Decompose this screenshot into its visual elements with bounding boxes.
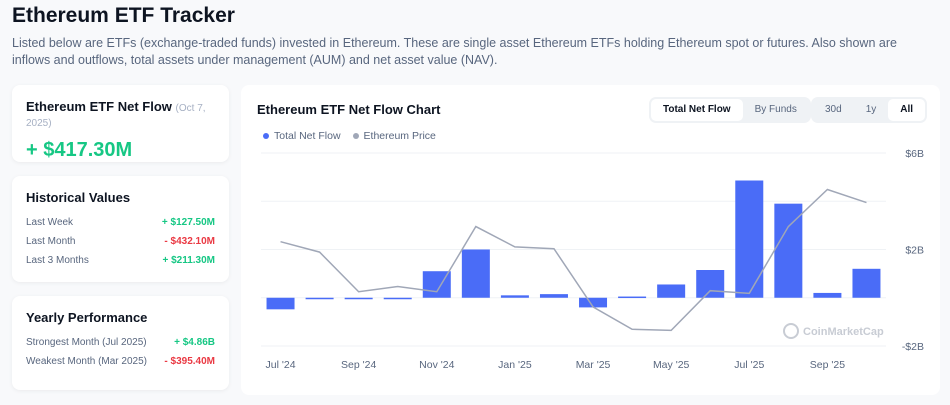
legend-label: Total Net Flow: [274, 130, 341, 142]
yearly-performance-card: Yearly Performance Strongest Month (Jul …: [12, 296, 229, 390]
bar-oct24: [383, 297, 412, 300]
tab-30d[interactable]: 30d: [825, 104, 842, 115]
tab-total-net-flow[interactable]: Total Net Flow: [651, 99, 743, 121]
bar-jun25: [696, 270, 725, 298]
net-flow-chart: $6B $2B -$2B Jul '24 Sep '24 Nov '24 Jan '25 Ma…: [261, 148, 924, 371]
bar-jan25: [500, 295, 529, 298]
y-tick-label: $2B: [905, 245, 924, 257]
bar-sep25: [813, 292, 842, 298]
view-toggle: Total Net Flow By Funds: [649, 97, 811, 123]
x-tick-label: Mar '25: [576, 359, 611, 371]
row-label: Last Month: [26, 236, 76, 247]
bar-dec24: [461, 249, 490, 298]
coinmarketcap-logo-icon: [783, 323, 799, 339]
bar-mar25: [579, 297, 608, 308]
historical-title: Historical Values: [26, 190, 131, 205]
bar-aug25: [774, 203, 803, 298]
yearly-row: Strongest Month (Jul 2025) + $4.86B: [26, 337, 215, 348]
bar-may25: [657, 284, 686, 298]
bar-jul24: [266, 297, 295, 310]
page-description: Listed below are ETFs (exchange-traded f…: [12, 36, 897, 67]
eth-price-line: [280, 188, 867, 332]
x-tick-label: Sep '25: [810, 359, 845, 371]
watermark: CoinMarketCap: [803, 326, 884, 338]
row-value: - $395.40M: [164, 356, 215, 367]
row-value: + $211.30M: [162, 255, 215, 266]
tab-all[interactable]: All: [888, 99, 926, 121]
bar-sep24: [344, 297, 373, 300]
legend-eth-price[interactable]: Ethereum Price: [352, 130, 436, 142]
chart-title: Ethereum ETF Net Flow Chart: [257, 102, 441, 117]
bar-oct25: [852, 268, 881, 298]
historical-row: Last Week + $127.50M: [26, 217, 215, 228]
x-tick-label: May '25: [653, 359, 690, 371]
row-label: Last Week: [26, 217, 74, 228]
net-flow-value: + $417.30M: [26, 139, 133, 161]
x-tick-label: Nov '24: [419, 359, 454, 371]
yearly-row: Weakest Month (Mar 2025) - $395.40M: [26, 356, 215, 367]
page-title: Ethereum ETF Tracker: [12, 4, 235, 27]
net-flow-title: Ethereum ETF Net Flow: [26, 99, 172, 114]
bar-feb25: [539, 294, 568, 298]
historical-row: Last Month - $432.10M: [26, 236, 215, 247]
legend-net-flow[interactable]: Total Net Flow: [263, 130, 341, 142]
yearly-title: Yearly Performance: [26, 310, 148, 325]
row-value: - $432.10M: [164, 236, 215, 247]
bar-aug24: [305, 297, 334, 300]
x-tick-label: Sep '24: [341, 359, 376, 371]
tab-1y[interactable]: 1y: [865, 104, 877, 115]
y-tick-label: $6B: [905, 148, 924, 160]
chart-panel: Ethereum ETF Net Flow Chart Total Net Fl…: [241, 85, 940, 395]
range-toggle: 30d 1y All: [811, 97, 928, 123]
legend-label: Ethereum Price: [363, 130, 436, 142]
row-value: + $127.50M: [161, 217, 215, 228]
tab-by-funds[interactable]: By Funds: [754, 104, 797, 115]
row-value: + $4.86B: [174, 337, 215, 348]
bar-jul25: [735, 180, 764, 298]
x-tick-label: Jan '25: [498, 359, 532, 371]
x-tick-label: Jul '24: [266, 359, 296, 371]
net-flow-date: (Oct 7, 2025): [26, 103, 206, 129]
chart-legend: Total Net Flow Ethereum Price: [263, 130, 436, 142]
net-flow-card: Ethereum ETF Net Flow (Oct 7, 2025) + $4…: [12, 85, 229, 162]
y-tick-label: -$2B: [902, 341, 924, 353]
x-tick-label: Jul '25: [734, 359, 764, 371]
bar-apr25: [618, 296, 647, 299]
row-label: Last 3 Months: [26, 255, 89, 266]
historical-values-card: Historical Values Last Week + $127.50M La…: [12, 176, 229, 282]
row-label: Strongest Month (Jul 2025): [26, 337, 147, 348]
historical-row: Last 3 Months + $211.30M: [26, 255, 215, 266]
row-label: Weakest Month (Mar 2025): [26, 356, 147, 367]
